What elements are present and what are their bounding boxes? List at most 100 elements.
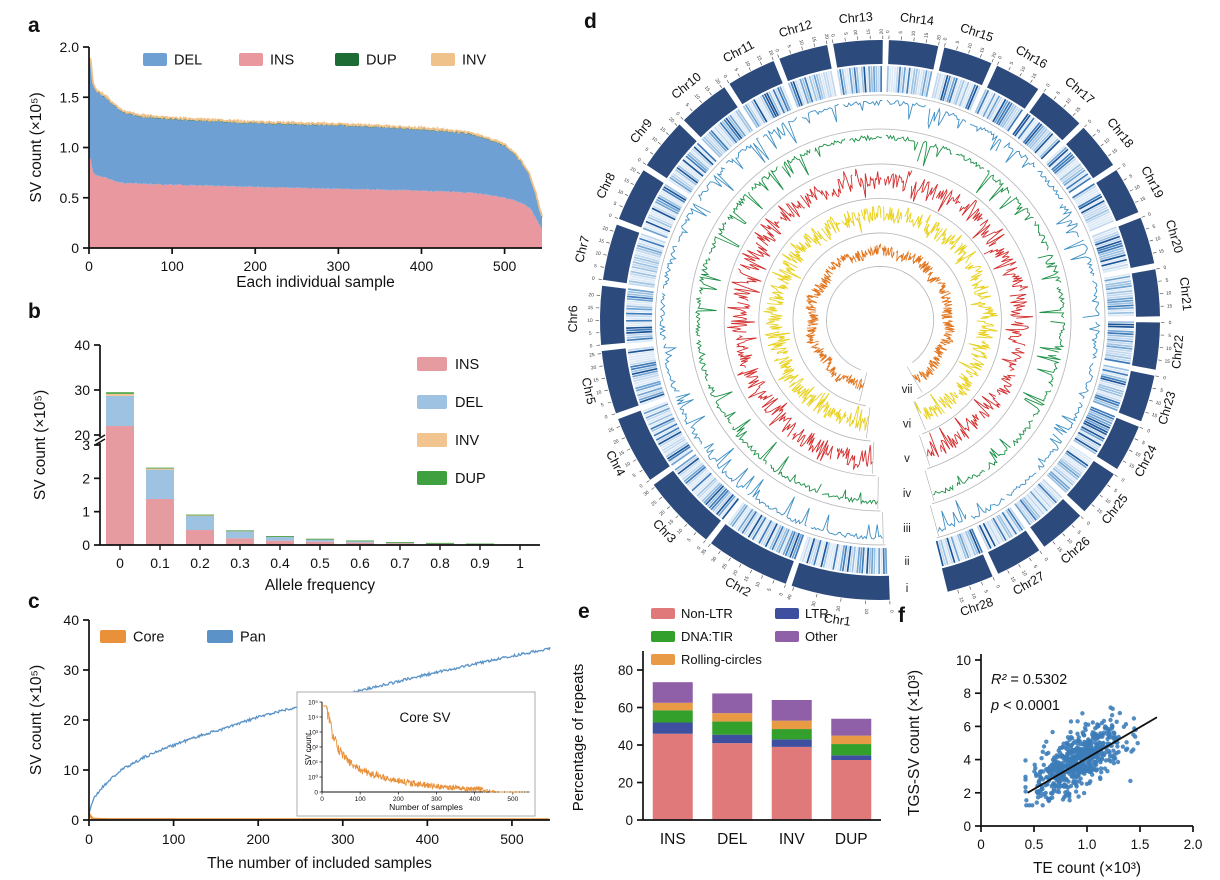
svg-text:5: 5	[600, 402, 605, 409]
svg-text:ii: ii	[904, 556, 909, 568]
svg-text:5: 5	[1113, 488, 1119, 495]
svg-text:iv: iv	[903, 488, 912, 500]
svg-text:15: 15	[1139, 195, 1147, 203]
svg-text:15: 15	[593, 377, 600, 384]
panel-a-sv-per-sample-area-chart: 0 100 200 300 400 500 0 0.5 1.0 1.5 2.0 Each indivi…	[28, 39, 543, 291]
svg-text:Non-LTR: Non-LTR	[681, 606, 733, 621]
svg-text:20: 20	[591, 365, 598, 372]
svg-text:0: 0	[116, 555, 124, 571]
svg-text:5: 5	[1009, 61, 1016, 66]
svg-text:0: 0	[773, 48, 780, 53]
panel-b-allele-frequency-bar-chart: 0 1 2 320 30 40 0 0.1 0.2 0.3 0.4 0.5 0.6 0.7 0.8 0.9 1 A…	[32, 337, 540, 594]
svg-text:400: 400	[410, 258, 434, 274]
svg-text:10: 10	[1155, 400, 1162, 407]
svg-text:vii: vii	[902, 384, 913, 396]
svg-text:R² = 0.5302: R² = 0.5302	[991, 672, 1067, 688]
svg-text:0: 0	[1146, 428, 1151, 435]
svg-text:5: 5	[1032, 564, 1039, 570]
signal-track-v	[727, 168, 1034, 474]
svg-text:20: 20	[588, 292, 594, 298]
scatter-points	[1023, 705, 1140, 808]
svg-text:15: 15	[1074, 106, 1082, 114]
legend: DEL INS DUP INV	[143, 53, 487, 69]
svg-text:i: i	[906, 583, 909, 595]
svg-text:0.6: 0.6	[350, 555, 370, 571]
svg-text:15: 15	[1095, 507, 1103, 515]
svg-text:10²: 10²	[309, 744, 319, 751]
svg-text:1.5: 1.5	[1131, 837, 1150, 852]
svg-text:20: 20	[823, 33, 830, 40]
svg-text:0: 0	[320, 796, 324, 803]
svg-text:Allele frequency: Allele frequency	[265, 577, 376, 594]
svg-text:5: 5	[593, 263, 597, 269]
svg-text:5: 5	[1076, 530, 1082, 536]
svg-text:0: 0	[1147, 211, 1152, 218]
svg-text:15: 15	[1151, 412, 1158, 420]
svg-text:200: 200	[393, 796, 404, 803]
signal-track-vii	[804, 243, 956, 402]
svg-text:10: 10	[754, 581, 762, 589]
svg-text:20: 20	[618, 776, 633, 791]
svg-text:10: 10	[1065, 537, 1073, 545]
svg-text:Rolling-circles: Rolling-circles	[681, 652, 762, 667]
svg-text:300: 300	[331, 831, 355, 847]
panel-label-d: d	[584, 10, 597, 33]
svg-text:8: 8	[963, 686, 971, 701]
svg-text:INV: INV	[455, 433, 480, 449]
panel-label-f: f	[898, 604, 905, 627]
svg-text:SV count (×10⁵): SV count (×10⁵)	[28, 92, 45, 202]
svg-text:0: 0	[696, 545, 703, 551]
svg-text:0: 0	[625, 813, 633, 828]
svg-text:10: 10	[587, 318, 593, 324]
svg-text:100: 100	[160, 258, 184, 274]
svg-text:INS: INS	[270, 53, 294, 69]
svg-text:DUP: DUP	[366, 53, 397, 69]
svg-text:The number of included samples: The number of included samples	[207, 855, 432, 872]
axes: 0 20 40 60 80 INS DEL INV DUP Percentage of repea…	[570, 651, 881, 848]
svg-text:Core: Core	[133, 630, 164, 646]
svg-text:20: 20	[613, 438, 621, 446]
svg-text:10: 10	[1155, 235, 1162, 242]
svg-text:p < 0.0001: p < 0.0001	[990, 698, 1060, 714]
svg-text:DEL: DEL	[717, 831, 748, 848]
svg-text:15: 15	[667, 518, 675, 526]
svg-text:100: 100	[355, 796, 366, 803]
svg-text:0: 0	[1120, 477, 1126, 484]
panel-d-circos-plot: 010203040Chr105101520253035Chr2051015202…	[566, 10, 1194, 629]
svg-text:5: 5	[1168, 333, 1171, 339]
svg-text:6: 6	[963, 719, 971, 734]
svg-text:TGS-SV count (×10³): TGS-SV count (×10³)	[906, 670, 923, 816]
svg-text:300: 300	[431, 796, 442, 803]
area-series	[88, 57, 543, 248]
svg-text:10: 10	[911, 30, 918, 36]
svg-text:0: 0	[71, 240, 79, 256]
svg-text:20: 20	[836, 605, 843, 611]
svg-text:30: 30	[643, 489, 651, 497]
svg-text:15: 15	[598, 238, 605, 245]
svg-text:1.0: 1.0	[1078, 837, 1097, 852]
svg-text:10: 10	[1065, 97, 1073, 105]
svg-text:20: 20	[629, 166, 637, 174]
svg-text:0: 0	[591, 276, 595, 282]
svg-text:15: 15	[703, 85, 711, 93]
svg-text:100: 100	[162, 831, 186, 847]
axes: 0 0.5 1.0 1.5 2.0 0 2 4 6 8 10 TE count (×10³) TGS-S…	[906, 653, 1202, 877]
svg-text:Chr18: Chr18	[1104, 115, 1136, 150]
svg-text:25: 25	[721, 562, 729, 570]
svg-text:Chr13: Chr13	[838, 10, 873, 27]
svg-text:20: 20	[936, 34, 943, 41]
svg-text:5: 5	[766, 587, 773, 592]
svg-text:5: 5	[612, 201, 617, 208]
svg-text:60: 60	[618, 701, 633, 716]
svg-text:iii: iii	[903, 523, 911, 535]
svg-text:Percentage of repeats: Percentage of repeats	[570, 664, 587, 812]
svg-text:vi: vi	[903, 419, 911, 431]
svg-text:10⁵: 10⁵	[308, 699, 318, 706]
svg-text:5: 5	[1152, 223, 1157, 230]
svg-text:10: 10	[970, 593, 977, 600]
svg-text:Chr7: Chr7	[572, 234, 592, 264]
svg-text:LTR: LTR	[805, 606, 829, 621]
svg-text:400: 400	[469, 796, 480, 803]
svg-text:DEL: DEL	[174, 53, 202, 69]
